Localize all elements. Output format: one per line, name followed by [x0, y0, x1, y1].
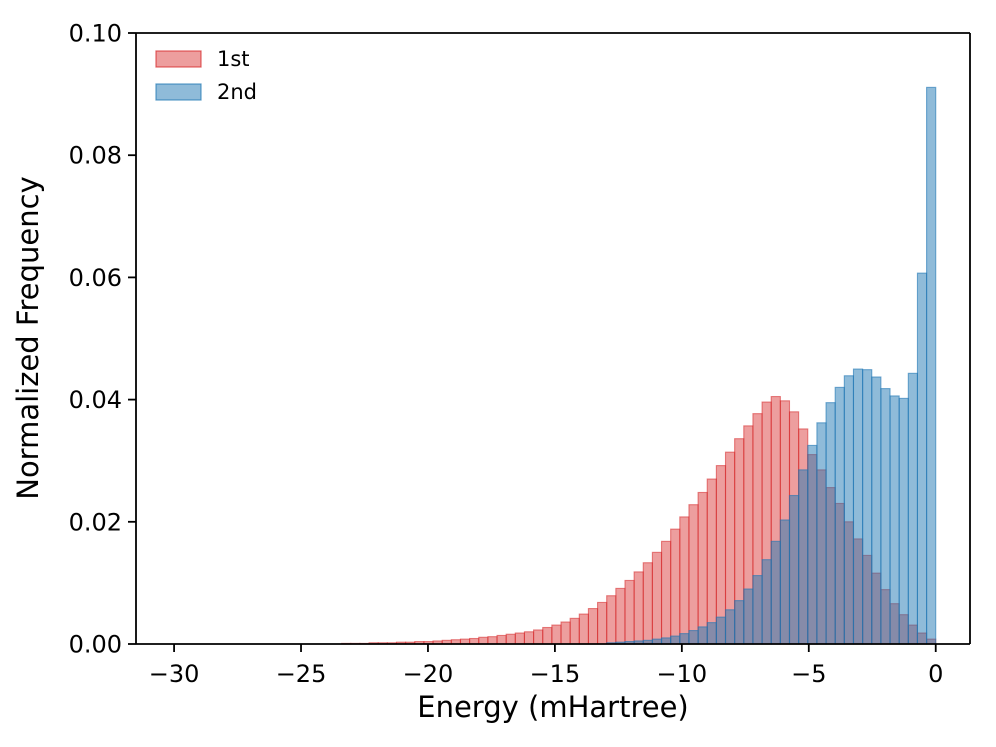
histogram-bar — [551, 624, 562, 645]
legend: 1st 2nd — [155, 47, 257, 104]
histogram-bar — [724, 609, 736, 645]
histogram-bar — [898, 397, 909, 645]
histogram-bar — [798, 469, 809, 645]
histogram-bar — [660, 637, 672, 645]
histogram-bar — [752, 575, 763, 645]
histogram-bar — [697, 491, 708, 645]
y-tick-label: 0.08 — [69, 142, 122, 170]
histogram-bar — [688, 630, 699, 645]
histogram-bar — [862, 369, 873, 645]
histogram-bar — [679, 633, 690, 645]
x-tick-label: −25 — [276, 660, 327, 688]
histogram-bar — [843, 375, 855, 645]
histogram-bar — [880, 388, 891, 645]
histogram-bar — [642, 562, 653, 645]
histogram-bar — [743, 588, 754, 645]
histogram-bar — [542, 626, 553, 645]
histogram-bar — [807, 444, 818, 645]
histogram-bar — [816, 422, 827, 645]
y-axis-label: Normalized Frequency — [11, 176, 45, 500]
legend-swatch-2nd — [155, 83, 202, 101]
histogram-bar — [770, 540, 781, 645]
x-tick-label: −20 — [403, 660, 454, 688]
y-tick-label: 0.02 — [69, 508, 122, 536]
histogram-bar — [916, 272, 928, 645]
histogram-bar — [633, 571, 644, 645]
x-axis-label: Energy (mHartree) — [417, 690, 688, 724]
x-tick-label: −30 — [149, 660, 200, 688]
histogram-bar — [715, 616, 727, 645]
histogram-bar — [852, 368, 864, 645]
x-axis-ticks: −30 −25 −20 −15 −10 −5 0 — [149, 644, 943, 688]
histogram-bar — [597, 601, 608, 645]
x-tick-label: 0 — [928, 660, 943, 688]
histogram-bar — [615, 587, 626, 645]
histogram-bar — [514, 632, 525, 645]
histogram-bar — [889, 395, 900, 645]
histogram-bar — [825, 402, 836, 645]
histogram-bar — [651, 551, 663, 645]
y-tick-label: 0.10 — [69, 20, 122, 48]
histogram-bar — [606, 595, 617, 645]
histogram-bar — [734, 600, 745, 645]
histogram-bar — [926, 86, 937, 645]
axes-spines — [135, 32, 971, 645]
histogram-bar — [487, 636, 498, 645]
y-tick-label: 0.00 — [69, 631, 122, 659]
histogram-bar — [688, 504, 699, 645]
histogram-bar — [569, 617, 580, 645]
histogram-bar — [679, 516, 690, 645]
x-tick-label: −15 — [530, 660, 581, 688]
histogram-bar — [907, 372, 918, 645]
histogram-bar — [523, 631, 535, 645]
histogram-bar — [706, 622, 717, 645]
histogram-bar — [505, 633, 516, 645]
x-tick-label: −10 — [657, 660, 708, 688]
x-tick-label: −5 — [791, 660, 826, 688]
histogram-bar — [587, 608, 599, 645]
histogram-bar — [761, 559, 772, 645]
histogram-bar — [670, 528, 681, 645]
histogram-bar — [779, 519, 791, 645]
histogram-bar — [578, 613, 589, 645]
histogram-bar — [697, 626, 708, 645]
histogram-bar — [788, 494, 800, 645]
histogram-bar — [496, 634, 507, 645]
legend-swatches — [155, 50, 202, 101]
histogram-bar — [660, 540, 672, 645]
histogram-bar — [533, 629, 544, 645]
y-tick-label: 0.04 — [69, 386, 122, 414]
histogram-bar — [706, 478, 717, 645]
histogram-bar — [624, 579, 635, 645]
y-tick-label: 0.06 — [69, 264, 122, 292]
histogram-bar — [834, 386, 845, 645]
legend-label-1st: 1st — [217, 47, 250, 71]
legend-swatch-1st — [155, 50, 202, 68]
legend-label-2nd: 2nd — [217, 80, 257, 104]
histogram-bar — [560, 621, 571, 645]
histogram-bar — [670, 635, 681, 645]
histogram-bar — [871, 376, 882, 645]
histogram-bar — [478, 636, 489, 645]
y-axis-ticks: 0.00 0.02 0.04 0.06 0.08 0.10 — [69, 20, 136, 659]
